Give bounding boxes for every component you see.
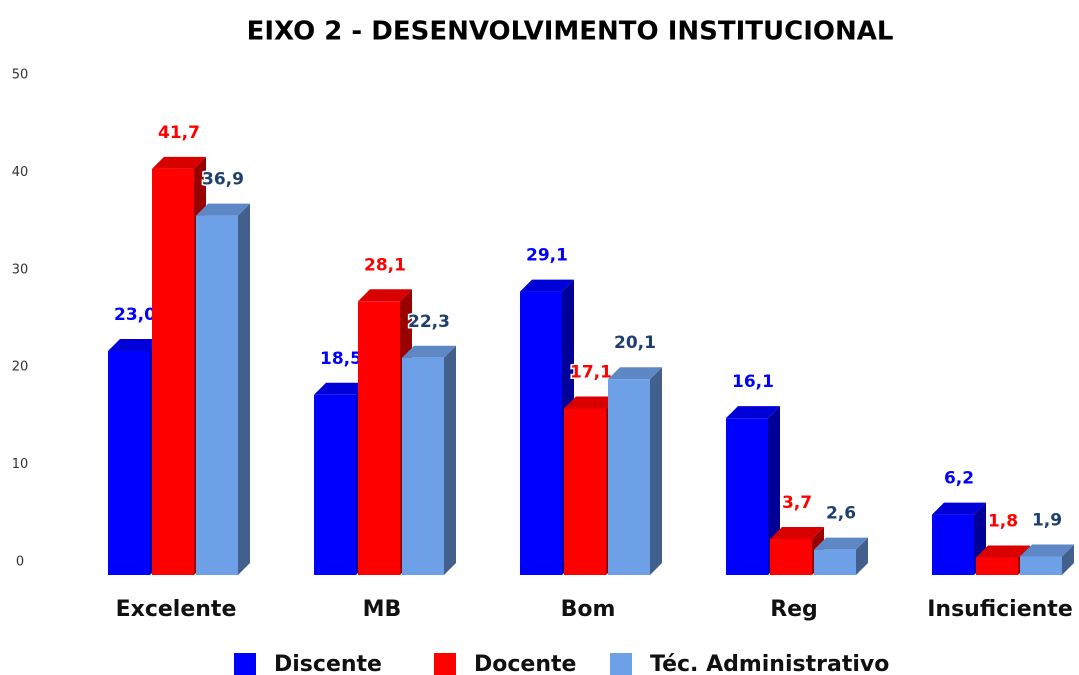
bar [932,514,974,575]
data-label: 1,8 [988,511,1018,531]
legend-label: Discente [274,652,382,675]
bar [814,549,856,575]
bar-top [402,345,456,358]
x-tick-label: Insuficiente [927,597,1073,622]
bar [976,557,1018,575]
bar [770,538,812,575]
bar [402,357,444,575]
legend-swatch [234,653,256,675]
data-label: 6,2 [944,469,974,489]
bar [1020,556,1062,575]
bar [314,394,356,575]
data-label: 17,1 [570,362,612,382]
bar-top [358,289,412,302]
bar [108,350,150,575]
bar-side [238,203,250,575]
bar [608,379,650,575]
bar-top [726,406,780,419]
data-label: 28,1 [364,255,406,275]
data-label: 16,1 [732,372,774,392]
x-tick-label: Excelente [116,597,237,622]
bar-top [932,502,986,515]
y-tick-label: 20 [12,360,29,375]
y-tick-label: 30 [12,262,29,277]
data-label: 2,6 [826,504,856,524]
bar-top [108,338,162,351]
x-tick-label: Bom [561,597,616,622]
bar [152,168,194,576]
legend-label: Docente [474,652,576,675]
bar [564,408,606,575]
bar-top [1020,544,1074,557]
bar-top [770,526,824,539]
y-tick-label: 0 [16,555,24,570]
bar-top [152,156,206,169]
y-tick-label: 10 [12,457,29,472]
legend-swatch [434,653,456,675]
bar-top [976,545,1030,558]
bar-top [814,537,868,550]
bar [520,291,562,575]
bar-side [1062,544,1074,575]
data-label: 22,3 [408,312,450,332]
bar-side [856,537,868,575]
bar-top [196,203,250,216]
bar-side [650,367,662,575]
y-tick-label: 40 [12,165,29,180]
legend-swatch [610,653,632,675]
y-tick-label: 50 [12,68,29,83]
data-label: 3,7 [782,493,812,513]
bar-top [314,382,368,395]
bar-top [520,279,574,292]
chart-title: EIXO 2 - DESENVOLVIMENTO INSTITUCIONAL [247,17,894,47]
bar-side [444,345,456,575]
bar-top [608,367,662,380]
bar [726,418,768,575]
bar [358,301,400,575]
data-label: 41,7 [158,123,200,143]
data-label: 29,1 [526,246,568,266]
data-label: 20,1 [614,333,656,353]
data-label: 36,9 [202,170,244,190]
x-tick-label: MB [363,597,402,622]
x-tick-label: Reg [770,597,818,622]
legend-label: Téc. Administrativo [650,652,889,675]
data-label: 23,0 [114,305,156,325]
bar-top [564,396,618,409]
data-label: 1,9 [1032,510,1062,530]
data-label: 18,5 [320,349,362,369]
bar [196,215,238,575]
